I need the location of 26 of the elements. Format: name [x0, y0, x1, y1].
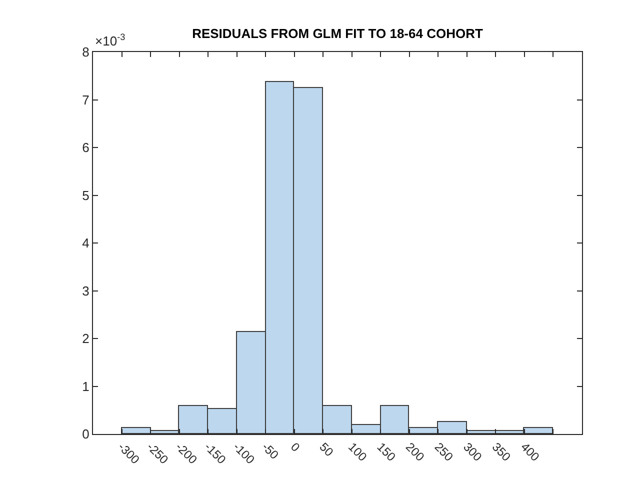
x-tick-label: 300: [460, 440, 485, 464]
y-tick-label: 3: [82, 283, 90, 298]
y-tick-label: 0: [82, 426, 90, 442]
x-tick-label: 150: [374, 440, 399, 464]
x-tick-label: 350: [489, 440, 514, 464]
x-tick-label: 100: [346, 440, 370, 464]
y-tick-label: 5: [82, 188, 90, 203]
x-tick-label: 0: [288, 440, 303, 455]
x-tick-label: 200: [403, 440, 428, 464]
x-tick-label: 250: [432, 440, 456, 464]
y-tick-label: 6: [82, 140, 90, 156]
y-tick-label: 1: [82, 378, 90, 394]
chart-title: RESIDUALS FROM GLM FIT TO 18-64 COHORT: [192, 26, 483, 41]
x-tick-label: -300: [115, 440, 143, 467]
y-tick-label: 2: [82, 331, 90, 346]
x-tick-label: -50: [259, 440, 282, 462]
x-tick-label: -100: [230, 440, 258, 467]
x-tick-label: 50: [316, 440, 336, 460]
x-tick-label: -200: [172, 440, 200, 467]
y-tick-label: 4: [82, 236, 90, 251]
x-tick-label: -250: [144, 440, 172, 467]
text: ×10$^{-3}$: [95, 32, 126, 48]
y-tick-label: 8: [82, 44, 90, 60]
x-tick-label: -150: [202, 440, 229, 467]
x-tick-label: 400: [518, 440, 542, 464]
y-tick-label: 7: [82, 92, 90, 108]
